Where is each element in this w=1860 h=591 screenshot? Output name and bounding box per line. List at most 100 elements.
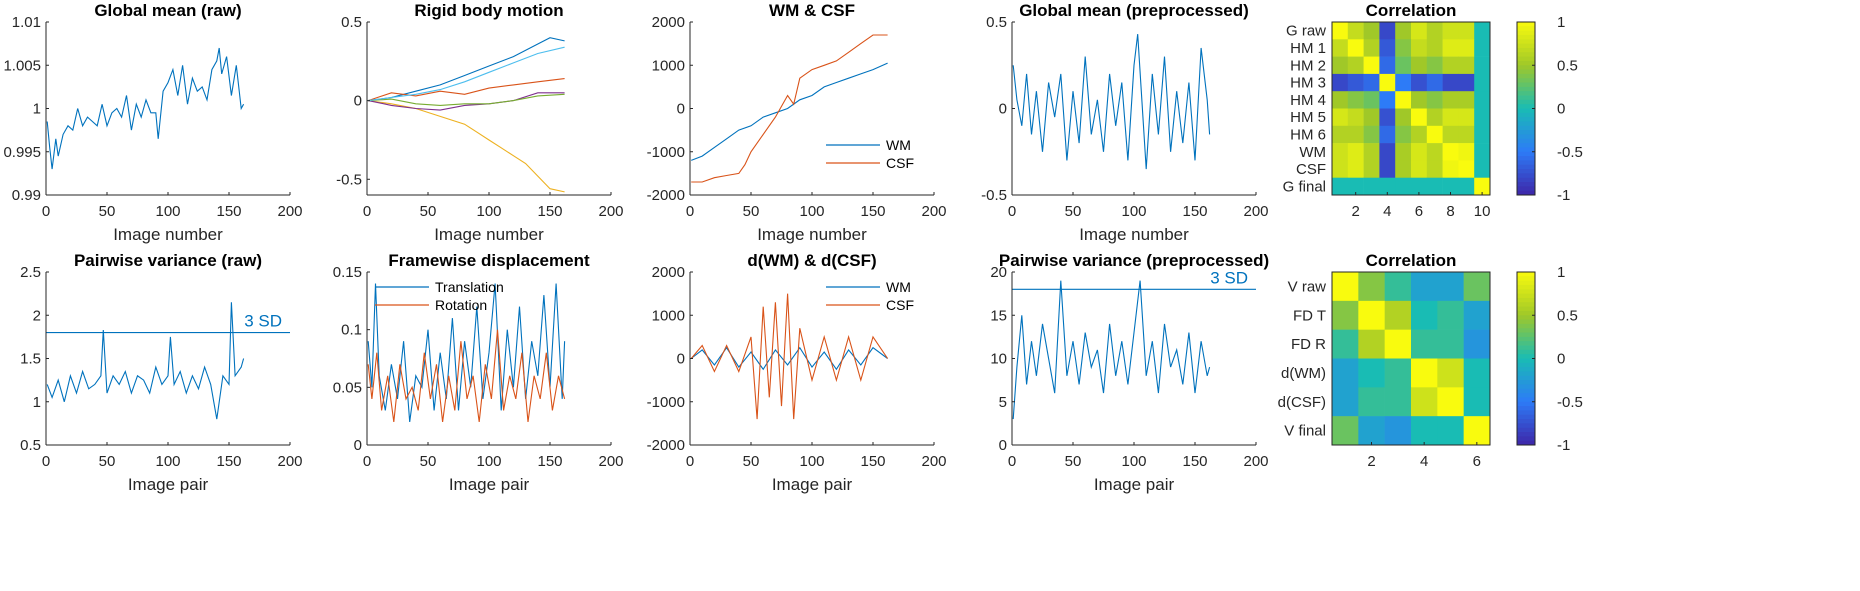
colorbar-segment (1517, 121, 1535, 127)
x-tick-label: 200 (277, 453, 302, 470)
x-tick-label: 150 (860, 203, 885, 220)
colorbar-segment (1517, 95, 1535, 101)
colorbar-segment (1517, 182, 1535, 187)
colorbar-segment (1517, 130, 1535, 135)
colorbar-segment (1517, 328, 1535, 334)
x-tick-label: 100 (799, 453, 824, 470)
heatmap-cell (1442, 143, 1459, 161)
heatmap-cell (1363, 177, 1380, 196)
x-tick-label: 100 (1121, 203, 1146, 220)
colorbar-segment (1517, 156, 1535, 161)
x-tick-label: 0 (363, 203, 371, 220)
heatmap-cell (1458, 108, 1475, 127)
heatmap-cell (1395, 56, 1412, 75)
y-tick-label: 1.5 (20, 351, 41, 368)
heatmap-cell (1395, 108, 1412, 127)
colorbar-segment (1517, 414, 1535, 420)
colorbar-segment (1517, 65, 1535, 71)
heatmap-cell (1474, 73, 1491, 92)
colorbar-segment (1517, 306, 1535, 312)
colorbar-segment (1517, 30, 1535, 36)
heatmap-cell (1347, 177, 1364, 196)
colorbar-segment (1517, 354, 1535, 359)
x-tick-label: 200 (1243, 203, 1268, 220)
row-label: V final (1284, 423, 1326, 440)
y-tick-label: 20 (990, 264, 1007, 281)
y-tick-label: 5 (999, 394, 1007, 411)
colorbar-segment (1517, 276, 1535, 282)
colorbar-segment (1517, 169, 1535, 174)
heatmap-cell (1458, 91, 1475, 109)
heatmap-cell (1347, 160, 1364, 178)
subplot-title: Pairwise variance (preprocessed) (999, 251, 1269, 270)
y-tick-label: 1.005 (3, 57, 41, 74)
heatmap-cell (1358, 358, 1385, 388)
heatmap-cell (1437, 329, 1464, 359)
heatmap-cell (1395, 73, 1412, 92)
x-tick-label: 0 (42, 203, 50, 220)
heatmap-cell (1411, 91, 1428, 109)
y-tick-label: 1 (33, 101, 41, 118)
heatmap-cell (1426, 22, 1443, 40)
legend-label: CSF (886, 297, 914, 313)
subplot-title: Global mean (preprocessed) (1019, 1, 1249, 20)
colorbar-segment (1517, 147, 1535, 153)
x-tick-label: 150 (216, 203, 241, 220)
x-tick-label: 2 (1367, 453, 1375, 470)
heatmap-cell (1474, 143, 1491, 161)
heatmap-cell (1384, 272, 1412, 302)
y-tick-label: 1.01 (12, 14, 41, 31)
heatmap-cell (1426, 73, 1443, 92)
colorbar-segment (1517, 380, 1535, 385)
heatmap-cell (1332, 22, 1349, 40)
heatmap-cell (1358, 300, 1385, 330)
series-line-0 (368, 37, 565, 102)
heatmap-cell (1474, 160, 1491, 178)
colorbar-segment (1517, 393, 1535, 398)
heatmap-cell (1426, 39, 1443, 57)
heatmap-cell (1379, 125, 1396, 144)
heatmap-cell (1463, 387, 1491, 417)
heatmap-cell (1411, 160, 1428, 178)
colorbar-segment (1517, 375, 1535, 381)
row-label: V raw (1288, 278, 1327, 295)
colorbar-segment (1517, 315, 1535, 321)
series-line-0 (1012, 34, 1211, 170)
series-line-4 (368, 93, 565, 106)
x-tick-label: 150 (537, 453, 562, 470)
y-tick-label: 0.05 (333, 379, 362, 396)
heatmap-cell (1332, 416, 1359, 446)
colorbar-segment (1517, 401, 1535, 407)
colorbar-segment (1517, 177, 1535, 183)
colorbar-segment (1517, 134, 1535, 140)
heatmap-cell (1426, 177, 1443, 196)
subplot-9: V raw FD T FD R d(WM) d(CSF) V final 2 4 6 Correl… (1278, 251, 1583, 470)
x-tick-label: 150 (1182, 203, 1207, 220)
colorbar-segment (1517, 345, 1535, 351)
heatmap-cell (1384, 300, 1412, 330)
heatmap-cell (1474, 22, 1491, 40)
subplot-title: Pairwise variance (raw) (74, 251, 262, 270)
heatmap-cell (1442, 56, 1459, 75)
x-tick-label: 8 (1446, 203, 1454, 220)
x-axis-label: Image number (1079, 225, 1189, 244)
x-tick-label: 0 (1008, 203, 1016, 220)
subplot-5: 3 SD 0 50 100 150 200 0.5 1 1.5 2 2.5 Pairwise vari… (20, 251, 302, 494)
y-tick-label: 2.5 (20, 264, 41, 281)
x-tick-label: 50 (99, 203, 116, 220)
heatmap-cell (1358, 387, 1385, 417)
x-axis-label: Image pair (772, 475, 853, 494)
heatmap-cell (1411, 358, 1438, 388)
y-tick-label: 2000 (652, 264, 685, 281)
colorbar-segment (1517, 52, 1535, 58)
heatmap-cell (1442, 108, 1459, 127)
colorbar-segment (1517, 297, 1535, 303)
y-tick-label: 0 (354, 437, 362, 454)
x-tick-label: 50 (420, 453, 437, 470)
colorbar-segment (1517, 423, 1535, 429)
x-tick-label: 150 (537, 203, 562, 220)
heatmap-cell (1458, 73, 1475, 92)
heatmap-cell (1332, 39, 1349, 57)
x-tick-label: 50 (1065, 453, 1082, 470)
